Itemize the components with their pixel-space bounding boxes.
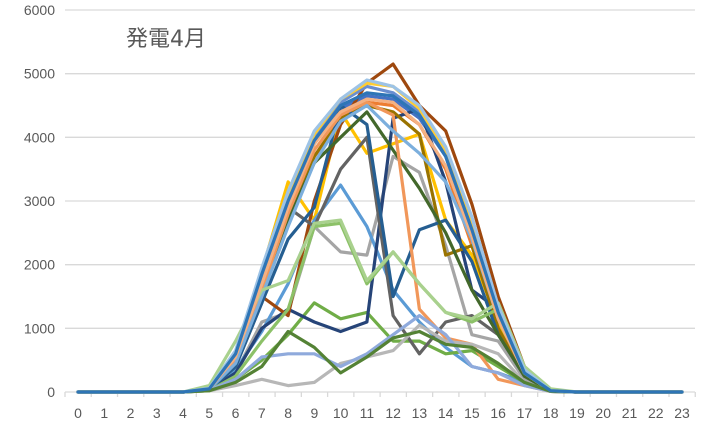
- series-line-12: [76, 110, 684, 394]
- series-line-24: [76, 91, 684, 394]
- x-tick-label: 10: [333, 405, 349, 421]
- x-tick-label: 19: [569, 405, 585, 421]
- x-tick-label: 15: [464, 405, 480, 421]
- x-tick-label: 12: [385, 405, 401, 421]
- y-axis: 0 1000 2000 3000 4000 5000 6000: [24, 2, 55, 400]
- x-tick-label: 16: [490, 405, 506, 421]
- x-tick-label: 17: [517, 405, 533, 421]
- x-tick-label: 22: [648, 405, 664, 421]
- y-tick-label: 6000: [24, 2, 55, 18]
- x-tick-label: 20: [595, 405, 611, 421]
- x-tick-label: 0: [74, 405, 82, 421]
- series-line-3: [76, 154, 684, 394]
- y-tick-label: 3000: [24, 193, 55, 209]
- y-tick-label: 4000: [24, 129, 55, 145]
- y-tick-label: 1000: [24, 320, 55, 336]
- x-tick-label: 14: [438, 405, 454, 421]
- x-tick-label: 11: [360, 405, 375, 421]
- x-tick-label: 8: [284, 405, 292, 421]
- series-line-18: [76, 221, 684, 394]
- x-tick-label: 9: [310, 405, 318, 421]
- gridlines: [65, 9, 695, 329]
- x-tick-label: 3: [153, 405, 161, 421]
- y-tick-label: 2000: [24, 257, 55, 273]
- x-tick-label: 4: [179, 405, 187, 421]
- x-tick-label: 2: [127, 405, 135, 421]
- series-line-7: [76, 107, 684, 394]
- chart-title: 発電4月: [126, 27, 206, 52]
- series-line-4: [76, 110, 684, 394]
- series-line-15: [76, 323, 684, 394]
- x-tick-label: 23: [674, 405, 690, 421]
- series-line-19: [76, 218, 684, 394]
- y-tick-label: 0: [47, 384, 55, 400]
- x-tick-label: 13: [412, 405, 428, 421]
- series-line-22: [76, 329, 684, 394]
- y-tick-label: 5000: [24, 66, 55, 82]
- x-tick-label: 21: [622, 405, 638, 421]
- series-lines: [76, 62, 684, 394]
- x-tick-label: 6: [232, 405, 240, 421]
- x-tick-label: 7: [258, 405, 266, 421]
- x-tick-label: 1: [100, 405, 108, 421]
- x-tick-label: 5: [205, 405, 213, 421]
- x-tick-label: 18: [543, 405, 559, 421]
- x-axis: 0 1 2 3 4 5 6 7 8 9 10 11 12 13 14 15 16 17 18 19 20 21 22 23: [64, 391, 696, 421]
